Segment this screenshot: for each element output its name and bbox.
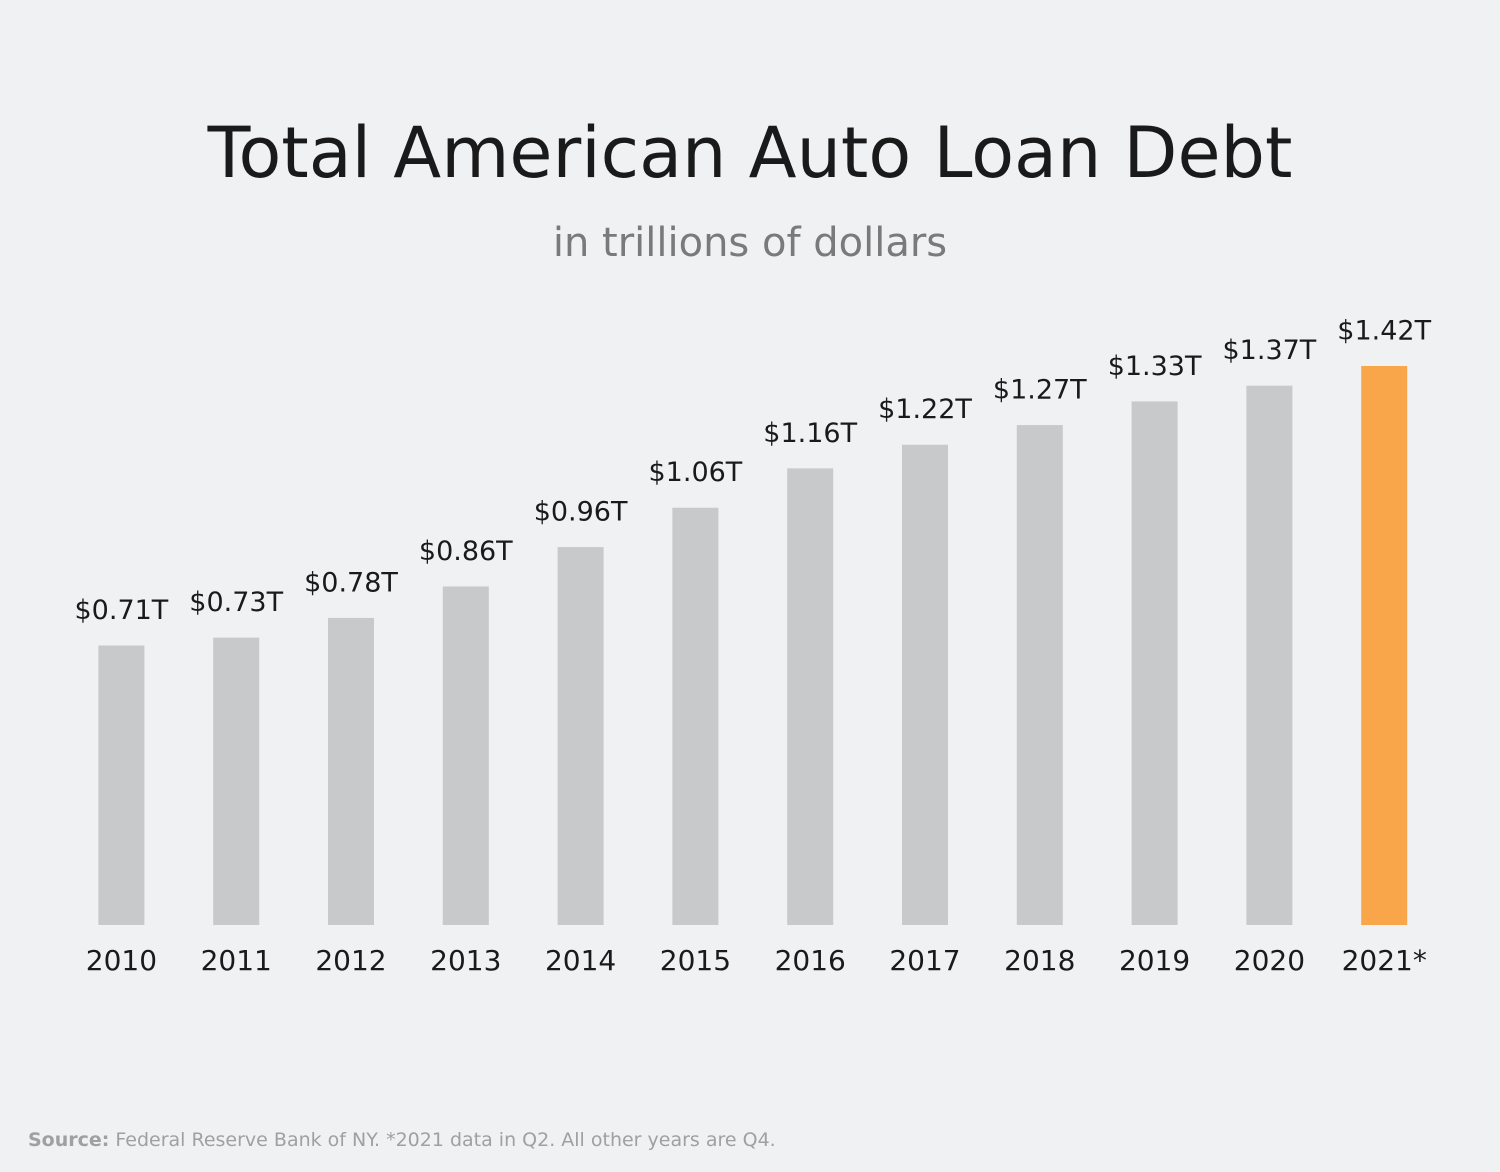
bar [1016,425,1063,925]
bar [902,444,948,925]
x-tick-label: 2010 [86,944,157,977]
chart-subtitle: in trillions of dollars [553,220,947,266]
source-note: Source: Federal Reserve Bank of NY. *2021… [28,1129,776,1151]
bar [1361,366,1408,925]
source-label: Source: [28,1129,109,1151]
value-label: $1.16T [763,418,857,449]
x-tick-label: 2015 [660,944,731,977]
x-tick-label: 2012 [315,944,386,977]
value-label: $1.42T [1337,316,1431,347]
bar [557,547,604,925]
value-label: $0.71T [75,595,169,626]
value-label: $0.73T [189,587,283,618]
bar [1246,385,1293,925]
x-tick-label: 2013 [430,944,501,977]
value-label: $0.96T [534,497,628,528]
value-label: $0.86T [419,536,513,567]
source-text: Federal Reserve Bank of NY. *2021 data i… [115,1129,775,1151]
x-tick-label: 2020 [1234,944,1305,977]
value-label: $1.06T [649,457,743,488]
chart-title: Total American Auto Loan Debt [207,112,1293,194]
x-tick-label: 2017 [889,944,960,977]
bar [787,468,834,925]
x-tick-label: 2014 [545,944,616,977]
x-tick-label: 2016 [775,944,846,977]
bar [213,637,260,925]
value-label: $1.22T [878,394,972,425]
bar [442,586,489,925]
bar [672,507,719,925]
value-label: $1.37T [1223,335,1317,366]
bar [328,617,374,925]
value-label: $1.33T [1108,351,1202,382]
x-tick-label: 2011 [201,944,272,977]
bar [98,645,145,925]
x-tick-label: 2018 [1004,944,1075,977]
bar [1131,401,1178,925]
value-label: $0.78T [304,567,398,598]
x-tick-label: 2021* [1342,944,1427,977]
x-tick-label: 2019 [1119,944,1190,977]
value-label: $1.27T [993,375,1087,406]
